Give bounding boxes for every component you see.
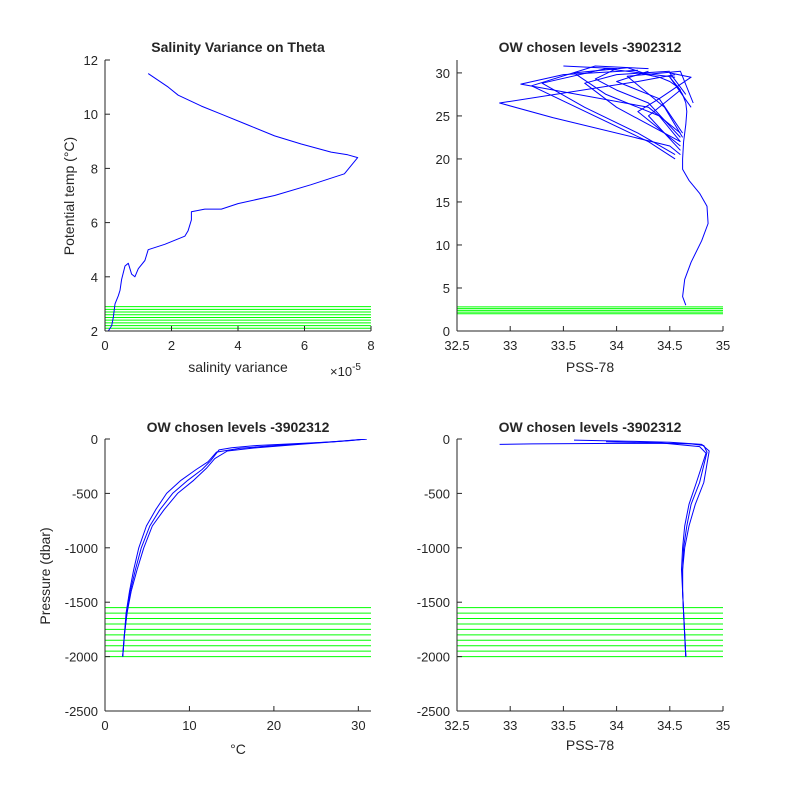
x-axis-label: PSS-78	[566, 359, 614, 375]
chart-title: OW chosen levels -3902312	[147, 419, 330, 435]
series-line	[122, 439, 367, 657]
x-tick-label: 32.5	[444, 338, 469, 353]
y-tick-label: 10	[436, 238, 450, 253]
x-tick-label: 33	[503, 718, 517, 733]
plot-area	[457, 439, 723, 658]
y-tick-label: -500	[424, 486, 450, 501]
chart-title: OW chosen levels -3902312	[499, 39, 682, 55]
x-tick-label: 33	[503, 338, 517, 353]
y-tick-label: 8	[91, 161, 98, 176]
x-tick-label: 0	[101, 718, 108, 733]
series-line	[122, 439, 367, 657]
series-line	[107, 73, 359, 331]
x-tick-label: 34.5	[657, 338, 682, 353]
x-axis-label: °C	[230, 741, 246, 757]
y-axis-label: Potential temp (°C)	[61, 137, 77, 255]
x-tick-label: 8	[367, 338, 374, 353]
series-line	[520, 69, 681, 134]
series-line	[658, 72, 692, 134]
x-tick-label: 35	[716, 718, 730, 733]
series-line	[584, 70, 681, 143]
y-tick-label: 12	[84, 53, 98, 68]
series-line	[605, 441, 707, 657]
y-tick-label: -2500	[417, 704, 450, 719]
x-tick-label: 33.5	[551, 718, 576, 733]
y-tick-label: -2000	[65, 650, 98, 665]
x-tick-label: 2	[168, 338, 175, 353]
series-line	[563, 65, 681, 138]
x-tick-label: 30	[351, 718, 365, 733]
y-tick-label: 0	[91, 432, 98, 447]
x-tick-label: 32.5	[444, 718, 469, 733]
plot-area	[457, 65, 723, 315]
y-tick-label: 2	[91, 324, 98, 339]
y-tick-label: 0	[443, 324, 450, 339]
x-axis-label: PSS-78	[566, 737, 614, 753]
subplot-ow-salinity-pressure: OW chosen levels -3902312 PSS-78 32.5 33 3…	[417, 419, 730, 753]
x-tick-label: 34.5	[657, 718, 682, 733]
plot-area	[105, 73, 371, 331]
plot-area	[105, 439, 371, 658]
y-axis-label: Pressure (dbar)	[37, 527, 53, 624]
x-tick-label: 4	[234, 338, 241, 353]
series-line	[626, 70, 694, 138]
y-tick-label: 15	[436, 195, 450, 210]
x-tick-label: 34	[609, 338, 623, 353]
x-tick-label: 0	[101, 338, 108, 353]
x-tick-label: 34	[609, 718, 623, 733]
chart-title: Salinity Variance on Theta	[151, 39, 325, 55]
x-tick-label: 35	[716, 338, 730, 353]
y-tick-label: -1500	[417, 595, 450, 610]
y-tick-label: -500	[72, 486, 98, 501]
subplot-salinity-variance: Salinity Variance on Theta salinity vari…	[61, 39, 375, 379]
series-line	[122, 439, 367, 657]
y-tick-label: 20	[436, 152, 450, 167]
x-tick-label: 10	[182, 718, 196, 733]
y-tick-label: -2500	[65, 704, 98, 719]
series-line	[499, 74, 681, 155]
x-axis-label: salinity variance	[188, 359, 288, 375]
y-tick-label: 0	[443, 432, 450, 447]
series-line	[573, 67, 681, 143]
x-tick-label: 33.5	[551, 338, 576, 353]
y-tick-label: 30	[436, 66, 450, 81]
y-tick-label: -1500	[65, 595, 98, 610]
subplot-ow-salinity-theta: OW chosen levels -3902312 PSS-78 32.5 33 3…	[436, 39, 731, 375]
y-tick-label: -2000	[417, 650, 450, 665]
y-tick-label: -1000	[65, 541, 98, 556]
x-tick-label: 20	[267, 718, 281, 733]
x-tick-label: 6	[301, 338, 308, 353]
y-tick-label: 6	[91, 216, 98, 231]
y-tick-label: 25	[436, 109, 450, 124]
subplot-ow-temperature-pressure: OW chosen levels -3902312 °C Pressure (d…	[37, 419, 371, 757]
y-tick-label: 5	[443, 281, 450, 296]
y-tick-label: -1000	[417, 541, 450, 556]
x-exponent-label: ×10-5	[330, 362, 361, 379]
y-tick-label: 10	[84, 107, 98, 122]
y-tick-label: 4	[91, 270, 98, 285]
chart-title: OW chosen levels -3902312	[499, 419, 682, 435]
series-line	[541, 68, 676, 156]
